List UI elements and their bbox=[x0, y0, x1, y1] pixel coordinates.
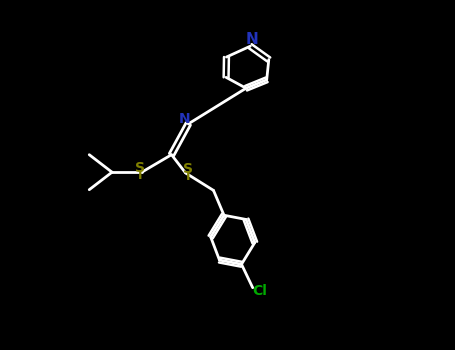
Text: N: N bbox=[246, 33, 258, 47]
Text: N: N bbox=[179, 112, 191, 126]
Text: S: S bbox=[135, 161, 145, 175]
Text: I: I bbox=[138, 169, 142, 182]
Text: I: I bbox=[186, 170, 191, 183]
Text: S: S bbox=[183, 162, 193, 176]
Text: Cl: Cl bbox=[252, 284, 267, 298]
